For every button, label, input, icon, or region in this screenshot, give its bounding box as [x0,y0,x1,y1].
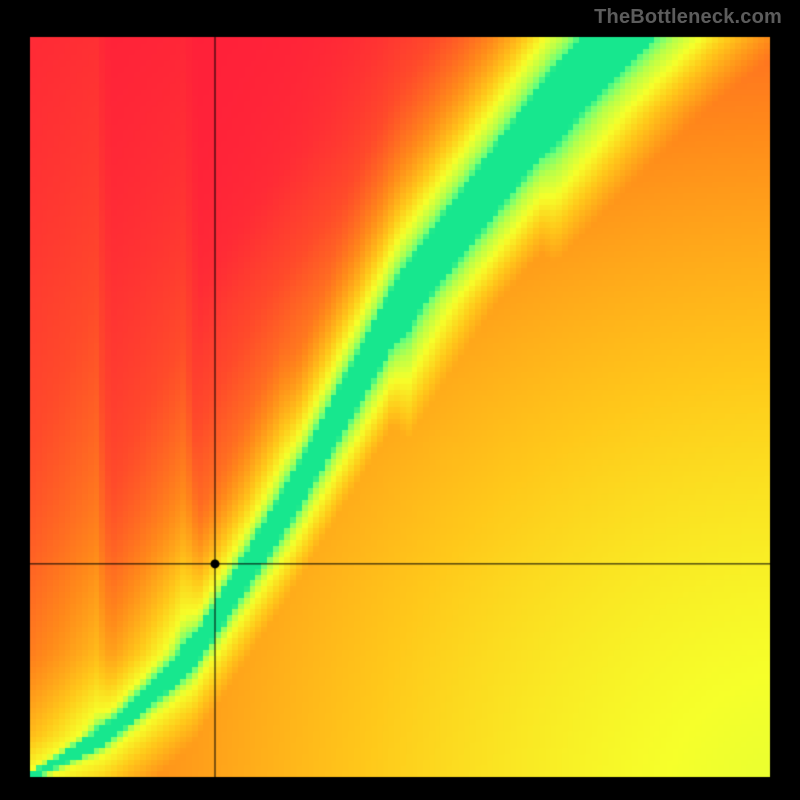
attribution-text: TheBottleneck.com [594,6,782,29]
bottleneck-heatmap [0,0,800,800]
